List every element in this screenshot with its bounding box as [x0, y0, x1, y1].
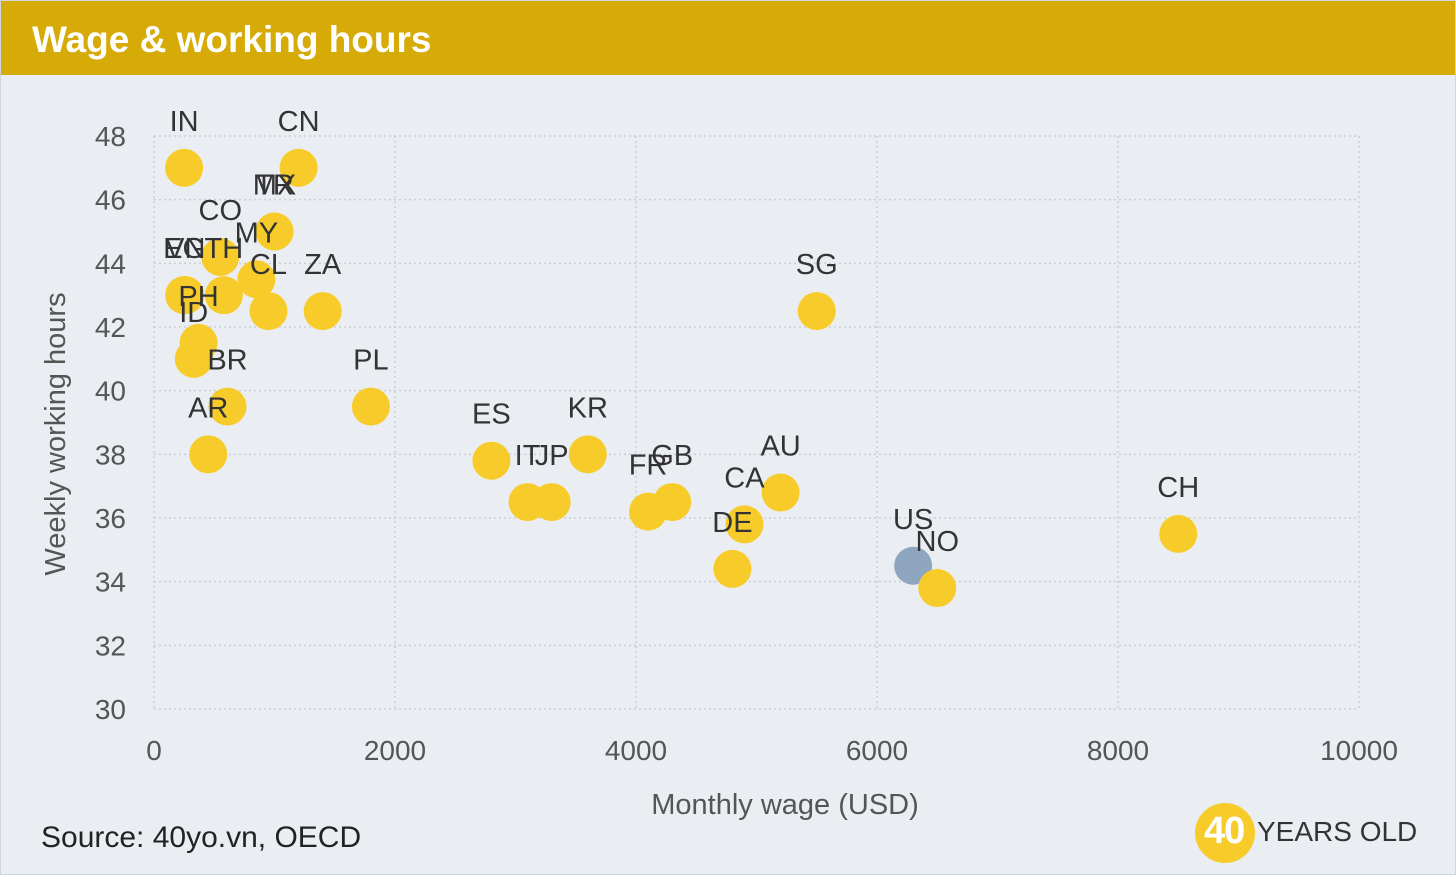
data-point [725, 505, 764, 544]
point-label: PH [178, 281, 218, 313]
point-label: CL [250, 249, 287, 281]
data-point [568, 435, 607, 474]
point-label: GB [651, 440, 693, 472]
point-label: AR [188, 392, 228, 424]
y-tick-label: 46 [95, 185, 126, 216]
point-label: AU [760, 431, 800, 463]
point-label: ID [179, 297, 208, 329]
data-points [165, 148, 1198, 608]
point-label: TH [205, 233, 244, 265]
data-point [918, 569, 957, 608]
data-point [255, 212, 294, 251]
point-label: ZA [304, 249, 342, 281]
x-tick-label: 2000 [364, 735, 426, 766]
data-point [653, 483, 692, 522]
y-tick-label: 32 [95, 630, 126, 661]
x-axis-label: Monthly wage (USD) [651, 789, 919, 821]
y-axis-label: Weekly working hours [40, 292, 72, 575]
data-point [761, 473, 800, 512]
point-label: MX [253, 170, 297, 202]
chart-title: Wage & working hours [32, 19, 432, 60]
y-tick-label: 38 [95, 439, 126, 470]
point-label: KR [568, 392, 608, 424]
data-point [713, 549, 752, 588]
title-bar: Wage & working hours [1, 1, 1455, 75]
point-label: US [893, 504, 933, 536]
x-tick-label: 0 [146, 735, 162, 766]
point-label: CH [1157, 472, 1199, 504]
point-label: FR [629, 450, 668, 482]
data-point [249, 292, 288, 331]
point-label: PL [353, 345, 388, 377]
point-label: VN [165, 233, 205, 265]
brand-logo: 40 YEARS OLD [1195, 801, 1425, 865]
y-tick-label: 34 [95, 567, 126, 598]
data-point [208, 387, 247, 426]
point-label: BR [207, 345, 247, 377]
logo-circle-icon [1195, 803, 1255, 863]
data-point [1159, 514, 1198, 553]
point-label: IN [170, 106, 199, 138]
y-tick-label: 48 [95, 121, 126, 152]
data-point [237, 260, 276, 299]
y-tick-label: 30 [95, 694, 126, 725]
y-tick-label: 40 [95, 376, 126, 407]
source-note: Source: 40yo.vn, OECD [41, 821, 362, 854]
point-label: MY [235, 217, 279, 249]
y-axis-ticks: 30 32 34 36 38 40 42 44 46 48 [95, 121, 126, 725]
point-label: ES [472, 399, 511, 431]
point-label: JP [535, 440, 569, 472]
data-point [201, 237, 240, 276]
data-point [165, 148, 204, 187]
data-point [166, 276, 205, 315]
y-tick-label: 42 [95, 312, 126, 343]
data-point [351, 387, 390, 426]
data-point [189, 435, 228, 474]
data-point [472, 441, 511, 480]
data-point [174, 339, 213, 378]
x-tick-label: 4000 [605, 735, 667, 766]
grid-lines [153, 135, 1360, 710]
point-label: IT [515, 440, 541, 472]
y-tick-label: 36 [95, 503, 126, 534]
data-point [532, 483, 571, 522]
data-point [204, 276, 243, 315]
logo-text: YEARS OLD [1257, 816, 1418, 847]
x-axis-ticks: 0 2000 4000 6000 8000 10000 [146, 735, 1398, 766]
data-point [894, 546, 933, 585]
logo-number: 40 [1204, 810, 1245, 852]
x-tick-label: 8000 [1087, 735, 1149, 766]
data-point [797, 292, 836, 331]
data-point [279, 148, 318, 187]
point-label: EG [163, 233, 205, 265]
point-label: TR [255, 170, 294, 202]
point-label: NO [916, 526, 960, 558]
point-label: CO [199, 195, 243, 227]
point-label: CA [724, 462, 765, 494]
x-tick-label: 6000 [846, 735, 908, 766]
point-label: SG [796, 249, 838, 281]
y-tick-label: 44 [95, 248, 126, 279]
point-label: CN [278, 106, 320, 138]
point-label: DE [712, 507, 752, 539]
x-tick-label: 10000 [1320, 735, 1398, 766]
data-point [303, 292, 342, 331]
